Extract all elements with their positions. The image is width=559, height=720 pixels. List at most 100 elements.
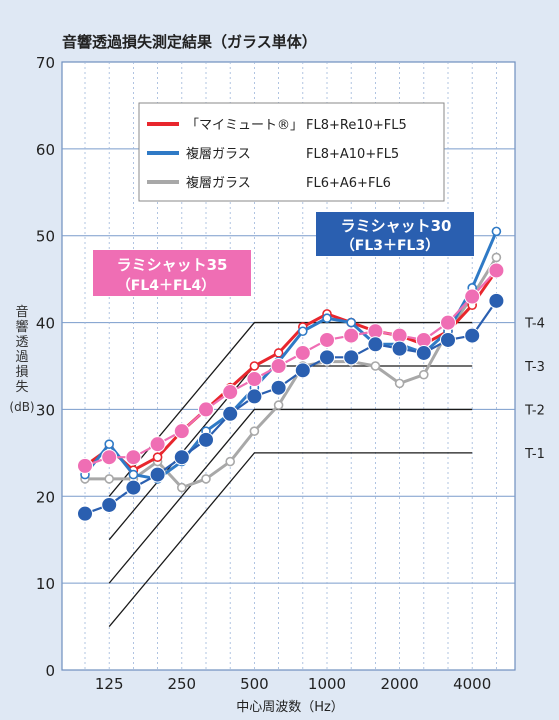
series-0-point [152, 452, 163, 463]
y-tick-label: 40 [36, 315, 55, 333]
series-4-point [149, 466, 166, 483]
series-0-point [249, 361, 260, 371]
y-tick-label: 50 [36, 228, 55, 246]
y-axis-title-char: 音 [15, 304, 28, 320]
series-2-point [104, 474, 114, 484]
series-3-point [149, 436, 166, 453]
callout-lamishut35: ラミシャット35 （FL4＋FL4） [93, 250, 251, 296]
series-3-point [440, 314, 456, 331]
series-1-point [104, 439, 114, 449]
series-4-point [343, 349, 360, 366]
series-4-point [294, 362, 311, 379]
y-tick-label: 60 [36, 141, 55, 159]
series-3-point [464, 288, 481, 305]
legend-spec-double-glass-2: FL6+A6+FL6 [306, 176, 391, 191]
series-2-point [491, 252, 502, 263]
series-4-point [246, 388, 263, 405]
series-2-point [418, 369, 429, 380]
x-tick-label: 500 [240, 675, 269, 693]
series-4-point [464, 327, 481, 344]
callout-lamishut35-box [93, 250, 251, 296]
callout-lamishut30: ラミシャット30 （FL3＋FL3） [316, 212, 474, 256]
series-1-point [297, 326, 308, 337]
series-2-point [201, 474, 211, 484]
series-4-point [391, 340, 408, 357]
y-axis-title-char: 過 [15, 350, 28, 365]
series-3-point [270, 358, 287, 374]
x-tick-label: 125 [95, 675, 124, 693]
series-3-point [198, 401, 214, 418]
reference-label-t-2: T-2 [524, 403, 545, 418]
series-2-point [370, 361, 381, 371]
series-2-point [249, 426, 260, 436]
series-4-point [440, 331, 456, 348]
x-axis-title: 中心周波数（Hz） [236, 700, 344, 715]
y-axis-title-char: 透 [15, 335, 28, 350]
y-axis-title-char: 響 [15, 319, 28, 335]
y-tick-label: 20 [36, 488, 55, 506]
legend-spec-double-glass-1: FL8+A10+FL5 [306, 147, 399, 162]
callout-lamishut30-sub: （FL3＋FL3） [341, 238, 439, 254]
legend-label-double-glass-1: 複層ガラス [186, 146, 251, 162]
series-1-point [491, 226, 502, 237]
series-group [77, 226, 505, 522]
y-tick-label: 30 [36, 401, 55, 419]
y-axis-title-char: 失 [15, 380, 28, 395]
reference-label-t-3: T-3 [524, 360, 545, 375]
x-tick-label: 4000 [453, 675, 491, 693]
series-4-point [125, 479, 142, 496]
series-4-point [270, 379, 287, 396]
series-4-point [415, 344, 432, 361]
axes: 0 10 20 30 40 50 60 70 125 250 500 1000 2000 4000 [36, 54, 491, 693]
x-tick-label: 2000 [381, 675, 419, 693]
series-4-point [101, 496, 118, 513]
series-1-point [322, 313, 332, 324]
callout-lamishut35-sub: （FL4＋FL4） [117, 278, 215, 294]
y-axis-title: 音響透過損失 [15, 304, 28, 395]
series-3-point [319, 331, 335, 348]
reference-line-t-1 [108, 452, 473, 627]
series-2-line [85, 256, 498, 490]
series-2-point [177, 482, 187, 493]
series-3-point [222, 384, 239, 401]
legend: 「マイミュート®」 FL8+Re10+FL5 複層ガラス FL8+A10+FL5… [138, 102, 445, 202]
series-4-point [173, 449, 190, 466]
y-axis-title-char: 損 [15, 365, 28, 380]
series-2-point [225, 456, 235, 467]
callout-lamishut30-box [316, 212, 474, 256]
series-4-point [319, 349, 335, 366]
legend-spec-maimute: FL8+Re10+FL5 [306, 118, 407, 133]
series-3-point [125, 449, 142, 466]
x-tick-label: 1000 [308, 675, 346, 693]
series-3-point [173, 423, 190, 440]
series-3-point [343, 327, 360, 344]
series-2-point [273, 400, 284, 410]
series-3-point [246, 371, 263, 388]
reference-label-t-1: T-1 [524, 447, 545, 462]
y-tick-label: 70 [36, 54, 55, 72]
series-1-point [346, 317, 357, 328]
callout-lamishut30-title: ラミシャット30 [341, 217, 452, 235]
legend-label-maimute: 「マイミュート®」 [186, 118, 303, 133]
series-2-point [394, 378, 405, 389]
legend-label-double-glass-2: 複層ガラス [186, 175, 251, 191]
series-4-point [367, 336, 384, 353]
series-4-point [488, 292, 505, 309]
series-3-point [294, 344, 311, 361]
legend-box [138, 102, 445, 202]
x-tick-label: 250 [167, 675, 196, 693]
series-3-point [488, 262, 505, 279]
series-4-point [198, 431, 214, 448]
reference-line-t-2 [108, 408, 473, 584]
y-tick-label: 0 [45, 662, 55, 680]
series-4-point [222, 405, 239, 422]
series-3-point [101, 449, 118, 466]
chart-title: 音響透過損失測定結果（ガラス単体） [62, 33, 317, 51]
reference-label-t-4: T-4 [524, 317, 545, 332]
callout-lamishut35-title: ラミシャット35 [117, 256, 228, 274]
series-1-point [128, 469, 139, 480]
y-tick-label: 10 [36, 575, 55, 593]
series-3-point [77, 457, 93, 474]
series-4-point [77, 505, 93, 522]
